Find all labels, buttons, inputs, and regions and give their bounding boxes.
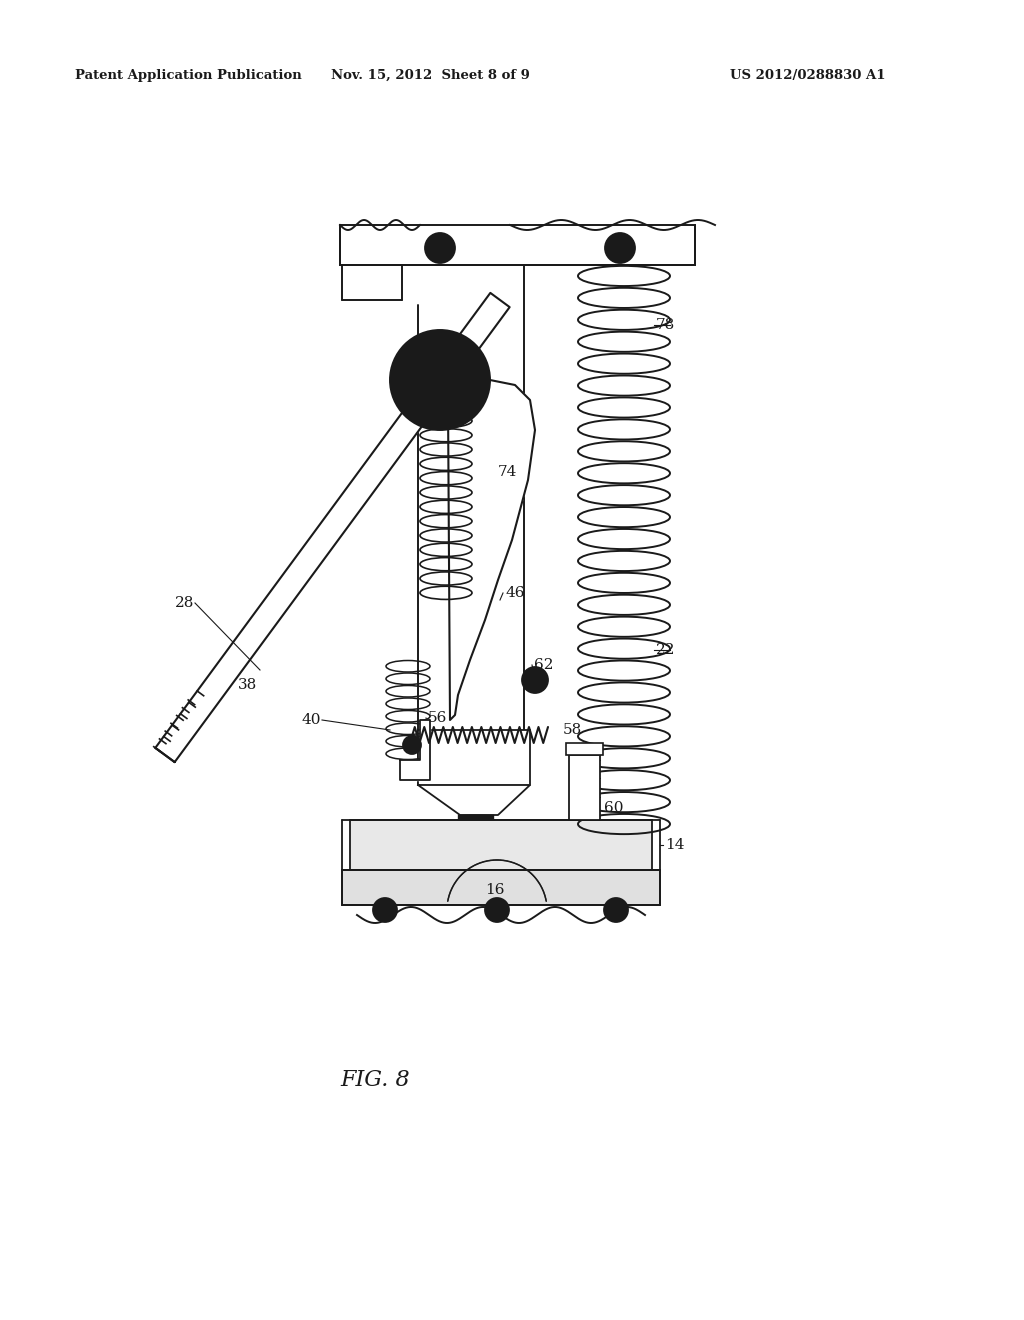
Text: US 2012/0288830 A1: US 2012/0288830 A1 xyxy=(730,69,886,82)
Text: 28: 28 xyxy=(175,597,195,610)
Text: Patent Application Publication: Patent Application Publication xyxy=(75,69,302,82)
Polygon shape xyxy=(449,380,535,719)
Circle shape xyxy=(425,234,455,263)
Text: 16: 16 xyxy=(485,883,505,898)
Circle shape xyxy=(604,898,628,921)
Polygon shape xyxy=(400,719,430,780)
Text: 62: 62 xyxy=(534,657,554,672)
Text: 74: 74 xyxy=(498,465,517,479)
Circle shape xyxy=(605,234,635,263)
Text: 60: 60 xyxy=(604,801,624,814)
Text: 38: 38 xyxy=(238,678,257,692)
Polygon shape xyxy=(418,785,530,814)
Bar xyxy=(340,224,695,265)
Text: 30: 30 xyxy=(410,385,429,400)
Bar xyxy=(566,743,603,755)
Polygon shape xyxy=(156,293,510,762)
Text: 14: 14 xyxy=(665,838,684,851)
Circle shape xyxy=(406,356,434,384)
Bar xyxy=(350,820,652,870)
Text: 58: 58 xyxy=(563,723,583,737)
Text: 40: 40 xyxy=(302,713,322,727)
Circle shape xyxy=(403,737,421,754)
Text: 78: 78 xyxy=(656,318,675,333)
Bar xyxy=(569,755,600,820)
Bar xyxy=(342,870,660,906)
Text: 22: 22 xyxy=(656,643,676,657)
Circle shape xyxy=(373,898,397,921)
Circle shape xyxy=(390,330,490,430)
Circle shape xyxy=(444,356,472,384)
Text: 48: 48 xyxy=(464,385,483,400)
Text: Nov. 15, 2012  Sheet 8 of 9: Nov. 15, 2012 Sheet 8 of 9 xyxy=(331,69,529,82)
Text: FIG. 8: FIG. 8 xyxy=(340,1069,410,1092)
Bar xyxy=(418,730,530,785)
Circle shape xyxy=(485,898,509,921)
Text: 56: 56 xyxy=(428,711,447,725)
Circle shape xyxy=(522,667,548,693)
Text: 46: 46 xyxy=(505,586,524,601)
